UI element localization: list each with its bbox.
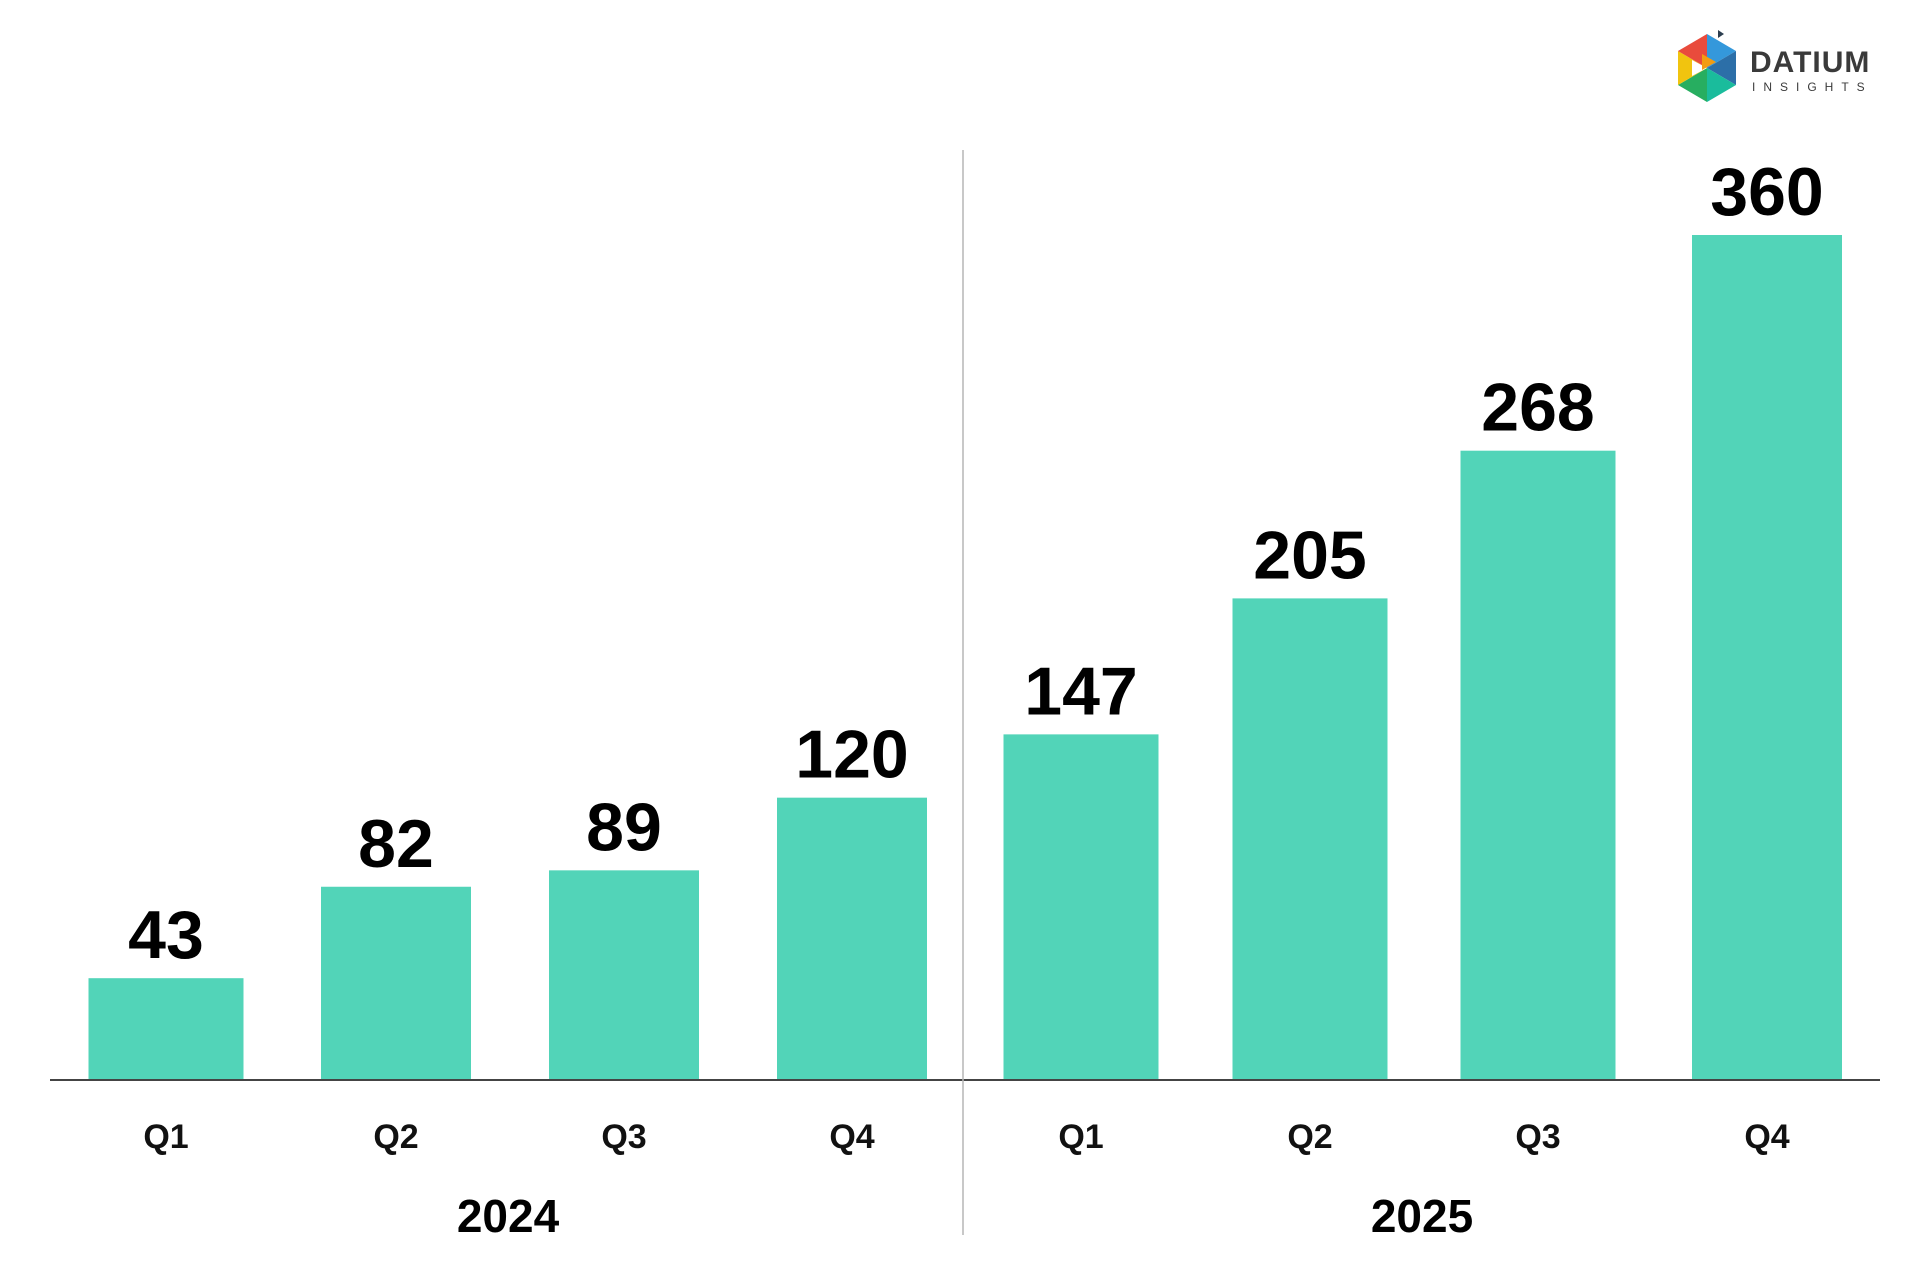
x-tick-label: Q2 bbox=[1287, 1118, 1332, 1156]
bar-2024-q1 bbox=[88, 978, 244, 1079]
group-label-2024: 2024 bbox=[457, 1190, 560, 1242]
x-tick-label: Q2 bbox=[373, 1118, 418, 1156]
bar-2024-q4 bbox=[777, 797, 927, 1079]
bar-2025-q2 bbox=[1232, 598, 1388, 1079]
data-label: 360 bbox=[1710, 154, 1823, 230]
data-label: 147 bbox=[1024, 653, 1137, 729]
x-tick-label: Q1 bbox=[143, 1118, 188, 1156]
x-tick-label: Q4 bbox=[829, 1118, 874, 1156]
logo-hexagon-icon bbox=[1678, 30, 1736, 102]
logo-tagline: INSIGHTS bbox=[1752, 80, 1873, 94]
x-tick-label: Q1 bbox=[1058, 1118, 1103, 1156]
bar-2025-q3 bbox=[1460, 450, 1616, 1079]
bar-2025-q4 bbox=[1692, 235, 1842, 1079]
x-tick-label: Q4 bbox=[1744, 1118, 1789, 1156]
data-label: 43 bbox=[128, 897, 204, 973]
data-label: 268 bbox=[1481, 370, 1594, 446]
x-tick-label: Q3 bbox=[1515, 1118, 1560, 1156]
data-label: 120 bbox=[795, 717, 908, 793]
bar-2025-q1 bbox=[1003, 734, 1159, 1079]
bar-2024-q2 bbox=[321, 886, 471, 1079]
x-tick-label: Q3 bbox=[601, 1118, 646, 1156]
logo-wordmark: DATIUM bbox=[1750, 46, 1871, 79]
group-label-2025: 2025 bbox=[1371, 1190, 1473, 1242]
datium-insights-logo: DATIUM INSIGHTS bbox=[1672, 28, 1882, 114]
bar-2024-q3 bbox=[549, 870, 699, 1079]
data-label: 82 bbox=[358, 806, 434, 882]
data-label: 205 bbox=[1253, 517, 1366, 593]
data-label: 89 bbox=[586, 789, 662, 865]
